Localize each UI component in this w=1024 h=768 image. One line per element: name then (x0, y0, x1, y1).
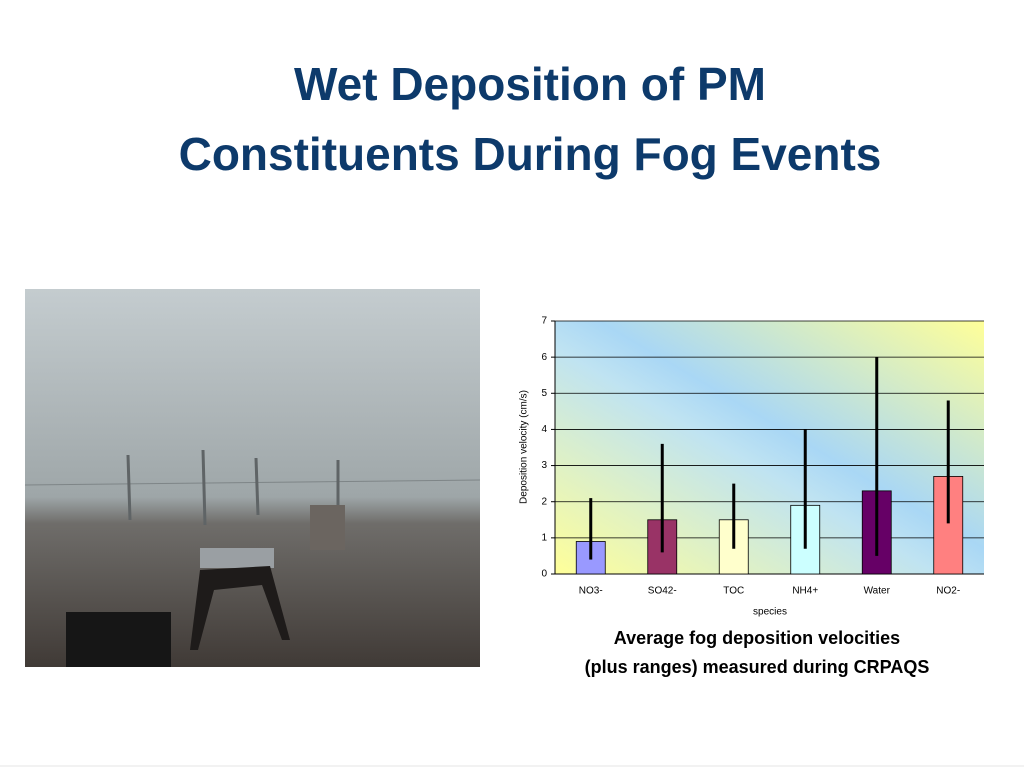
x-tick-label: Water (864, 586, 891, 597)
y-tick-label: 0 (541, 569, 547, 580)
x-tick-label: SO42- (648, 586, 677, 597)
x-tick-label: NO2- (936, 586, 960, 597)
y-tick-label: 5 (541, 388, 547, 399)
x-tick-label: TOC (723, 586, 744, 597)
chart-caption: Average fog deposition velocities (614, 628, 900, 648)
x-tick-label: NH4+ (792, 586, 818, 597)
y-tick-label: 6 (541, 352, 547, 363)
y-tick-label: 7 (541, 316, 547, 327)
y-tick-label: 3 (541, 460, 547, 471)
plot-area (555, 321, 984, 574)
x-axis-label: species (753, 607, 787, 618)
y-axis-label: Deposition velocity (cm/s) (519, 390, 530, 504)
slide-title: Wet Deposition of PM (294, 58, 766, 110)
y-tick-label: 1 (541, 532, 547, 543)
slide-title: Constituents During Fog Events (179, 128, 882, 180)
x-tick-label: NO3- (579, 586, 603, 597)
y-tick-label: 2 (541, 496, 547, 507)
y-tick-label: 4 (541, 424, 547, 435)
chart-caption: (plus ranges) measured during CRPAQS (585, 657, 930, 677)
photo (24, 289, 481, 667)
